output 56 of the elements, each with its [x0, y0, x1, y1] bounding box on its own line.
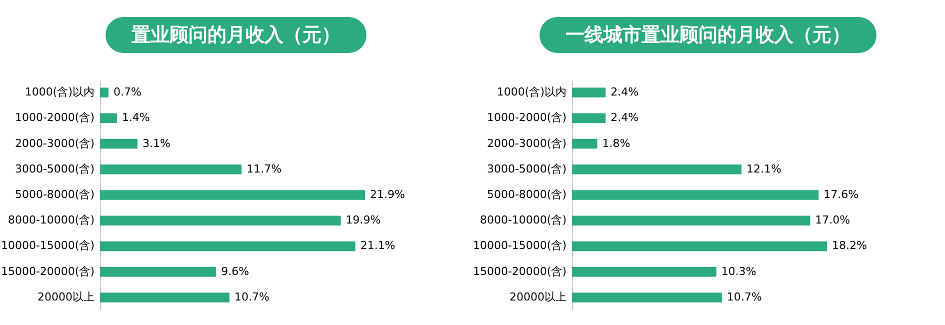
data-label: 10.3% [721, 264, 756, 278]
bar [572, 241, 827, 252]
data-label: 10.7% [726, 290, 762, 304]
bar [100, 216, 341, 226]
y-tick-label: 2000-3000(含) [486, 136, 566, 150]
data-label: 11.7% [246, 162, 282, 176]
bar [572, 190, 819, 200]
bar [572, 266, 716, 277]
data-label: 18.2% [832, 239, 867, 252]
y-tick-label: 20000以上 [38, 290, 94, 304]
bar [572, 164, 742, 174]
y-tick-label: 15000-20000(含) [0, 264, 94, 278]
bar [572, 292, 722, 302]
y-tick-label: 10000-15000(含) [472, 239, 566, 252]
data-label: 17.0% [815, 214, 850, 227]
data-label: 10.7% [234, 290, 270, 304]
bar [100, 190, 365, 200]
data-label: 9.6% [221, 264, 250, 278]
y-tick-label: 15000-20000(含) [472, 264, 566, 278]
data-label: 17.6% [824, 188, 859, 201]
y-tick-label: 5000-8000(含) [486, 188, 566, 201]
bar [100, 113, 117, 124]
bar [572, 113, 606, 124]
y-tick-label: 1000-2000(含) [486, 111, 566, 124]
data-label: 12.1% [746, 162, 782, 176]
chart-title: 置业顾问的月收入（元） [106, 17, 366, 53]
data-label: 21.1% [360, 239, 396, 252]
bar [100, 138, 138, 149]
data-label: 2.4% [610, 86, 639, 99]
y-tick-label: 1000(含)以内 [496, 86, 566, 99]
data-label: 0.7% [113, 86, 142, 99]
bar [100, 241, 356, 252]
data-label: 19.9% [346, 214, 381, 227]
chart-title: 一线城市置业顾问的月收入（元） [540, 17, 876, 53]
bar [572, 138, 598, 149]
y-tick-label: 8000-10000(含) [480, 214, 566, 227]
bar [100, 164, 242, 174]
data-label: 1.4% [122, 111, 150, 124]
y-tick-label: 1000(含)以内 [24, 86, 94, 99]
y-tick-label: 2000-3000(含) [14, 136, 94, 150]
data-label: 2.4% [610, 111, 639, 124]
bar [100, 266, 216, 277]
y-tick-label: 3000-5000(含) [14, 162, 94, 176]
y-tick-label: 8000-10000(含) [8, 214, 94, 227]
bar [100, 88, 108, 98]
bar [572, 88, 606, 98]
y-tick-label: 1000-2000(含) [14, 111, 94, 124]
y-tick-label: 10000-15000(含) [0, 239, 94, 252]
y-tick-label: 3000-5000(含) [486, 162, 566, 176]
bar [100, 292, 230, 302]
data-label: 1.8% [602, 136, 630, 150]
data-label: 21.9% [370, 188, 405, 201]
bar [572, 216, 810, 226]
y-tick-label: 5000-8000(含) [14, 188, 94, 201]
y-tick-label: 20000以上 [510, 290, 566, 304]
data-label: 3.1% [142, 136, 170, 150]
